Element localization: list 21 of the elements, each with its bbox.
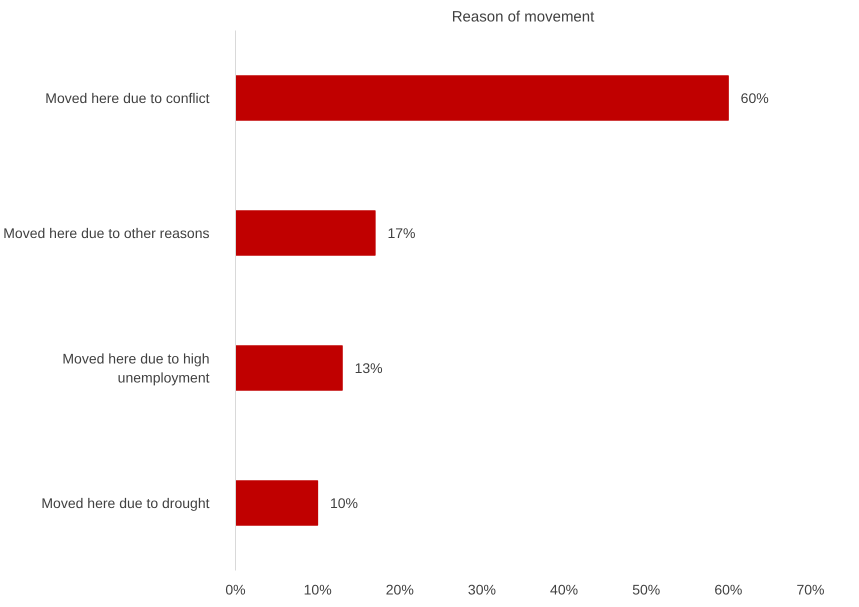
y-tick-label: Moved here due to drought: [41, 495, 210, 511]
y-tick-label: Moved here due to conflict: [45, 90, 210, 106]
data-label: 17%: [387, 225, 416, 241]
bar: [236, 480, 318, 526]
chart-title: Reason of movement: [452, 8, 596, 26]
bar: [236, 75, 729, 121]
bar: [236, 345, 343, 391]
x-tick-label: 10%: [304, 582, 332, 598]
bar: [236, 210, 376, 256]
y-tick-label: Moved here due to other reasons: [3, 225, 210, 241]
x-tick-label: 70%: [796, 582, 825, 598]
x-tick-label: 20%: [386, 582, 414, 598]
x-tick-label: 0%: [225, 582, 246, 598]
y-tick-label: Moved here due to high unemployment: [62, 350, 210, 386]
x-tick-label: 50%: [632, 582, 660, 598]
x-tick-label: 30%: [468, 582, 496, 598]
data-label: 60%: [740, 90, 769, 106]
data-label: 10%: [330, 495, 358, 511]
x-tick-label: 60%: [714, 582, 742, 598]
data-label: 13%: [354, 360, 383, 376]
x-tick-label: 40%: [550, 582, 578, 598]
